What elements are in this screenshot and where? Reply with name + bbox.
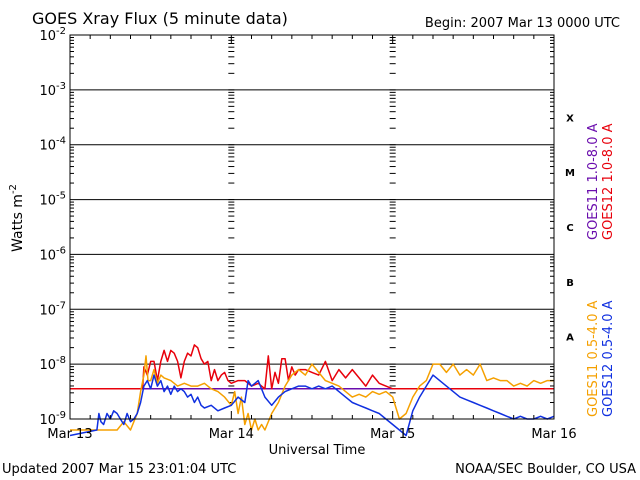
plot-frame [69, 34, 555, 420]
chart-title: GOES Xray Flux (5 minute data) [32, 9, 288, 28]
y-tick-base: 10 [39, 358, 56, 373]
flare-class-label: B [566, 278, 574, 289]
credit-text: NOAA/SEC Boulder, CO USA [455, 462, 636, 477]
y-tick-label: 10-7 [39, 300, 66, 318]
y-axis-label-text: Watts m [10, 194, 26, 252]
y-axis-ticks: 10-210-310-410-510-610-710-810-9 [39, 26, 554, 428]
vertical-tick-columns [228, 34, 396, 403]
flare-class-label: X [566, 113, 574, 124]
x-axis-ticks: Mar 13 Mar 14 Mar 15 Mar 16 [47, 35, 577, 442]
y-tick-exp: -7 [56, 300, 66, 311]
legend-entry: GOES12 1.0-8.0 A [601, 123, 616, 240]
y-tick-label: 10-8 [39, 355, 66, 373]
y-tick-exp: -5 [56, 191, 66, 202]
y-tick-exp: -4 [56, 136, 66, 147]
flare-class-label: M [565, 168, 575, 179]
y-tick-base: 10 [39, 413, 56, 428]
series-line [70, 355, 554, 431]
x-tick-label: Mar 15 [370, 427, 415, 442]
flare-class-labels: X M C B A [565, 113, 575, 343]
y-tick-base: 10 [39, 303, 56, 318]
x-tick-label: Mar 16 [531, 427, 576, 442]
y-tick-label: 10-5 [39, 191, 66, 209]
y-tick-label: 10-4 [39, 136, 66, 154]
y-tick-label: 10-6 [39, 245, 66, 263]
updated-timestamp: Updated 2007 Mar 15 23:01:04 UTC [2, 462, 236, 477]
y-tick-base: 10 [39, 248, 56, 263]
legend-entry: GOES11 0.5-4.0 A [586, 300, 601, 417]
x-axis-label: Universal Time [269, 443, 366, 458]
legend-entry: GOES12 0.5-4.0 A [601, 300, 616, 417]
y-tick-exp: -3 [56, 81, 66, 92]
y-tick-base: 10 [39, 29, 56, 44]
legend: GOES11 1.0-8.0 A GOES12 1.0-8.0 A GOES11 0… [586, 123, 616, 417]
series-line [69, 374, 555, 437]
y-tick-exp: -8 [56, 355, 66, 366]
grid [70, 34, 554, 420]
y-tick-base: 10 [39, 139, 56, 154]
flare-class-label: A [566, 333, 574, 344]
y-axis-label-sup: -2 [8, 184, 19, 194]
y-tick-exp: -6 [56, 245, 66, 256]
y-tick-base: 10 [39, 84, 56, 99]
y-tick-exp: -9 [56, 410, 66, 421]
series-line [70, 344, 554, 390]
y-tick-base: 10 [39, 194, 56, 209]
y-tick-label: 10-9 [39, 410, 66, 428]
x-tick-label: Mar 14 [209, 427, 254, 442]
begin-date: Begin: 2007 Mar 13 0000 UTC [425, 16, 620, 31]
y-tick-exp: -2 [56, 26, 66, 37]
series-layer [69, 344, 555, 437]
y-tick-label: 10-2 [39, 26, 66, 44]
y-axis-label: Watts m-2 [8, 184, 26, 252]
legend-entry: GOES11 1.0-8.0 A [586, 123, 601, 240]
x-tick-label: Mar 13 [47, 427, 92, 442]
flare-class-label: C [566, 223, 573, 234]
y-tick-label: 10-3 [39, 81, 66, 99]
